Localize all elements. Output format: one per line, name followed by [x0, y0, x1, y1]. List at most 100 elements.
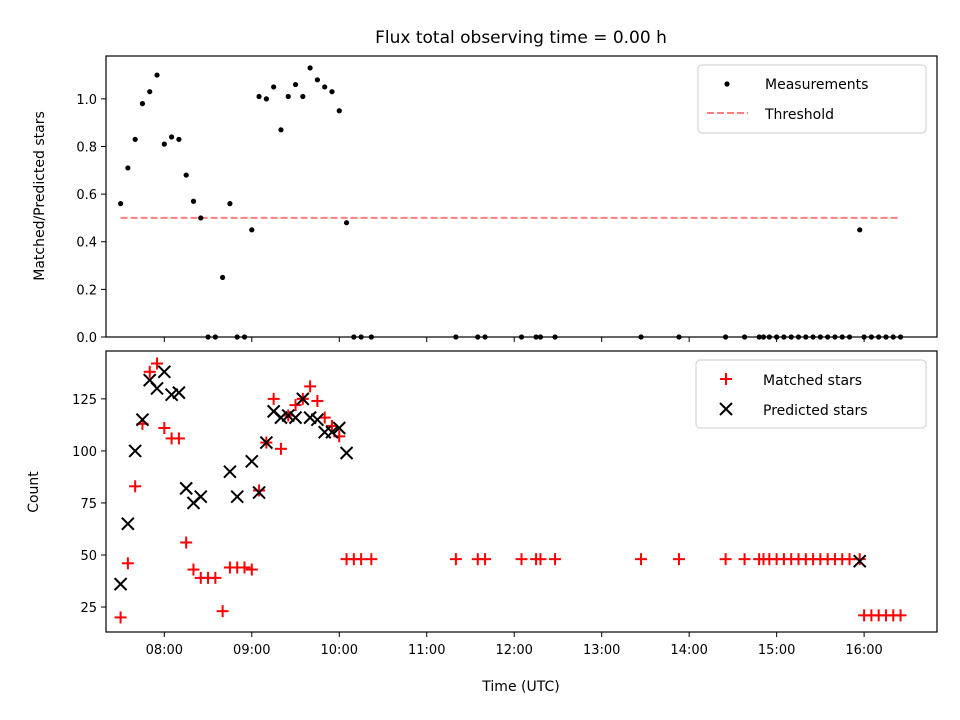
measurement-point	[307, 65, 313, 71]
predicted-star-point	[121, 517, 135, 531]
matched-star-point	[289, 399, 302, 412]
legend-measurements-marker	[724, 81, 730, 87]
bottom-plot-area	[113, 357, 907, 624]
measurement-point	[322, 84, 328, 90]
matched-star-point	[180, 536, 193, 549]
predicted-star-point	[325, 425, 339, 439]
matched-star-point	[274, 442, 287, 455]
matched-star-point	[216, 605, 229, 618]
bottom-y-tick-label: 25	[80, 601, 97, 616]
measurement-point	[314, 77, 320, 83]
top-axes-frame	[105, 55, 938, 338]
predicted-star-point	[157, 365, 172, 379]
matched-star-point	[672, 553, 685, 566]
top-plot-area	[117, 65, 904, 340]
measurement-point	[125, 165, 131, 171]
matched-star-point	[515, 553, 528, 566]
matched-star-point	[304, 380, 317, 393]
bottom-axes-frame	[105, 350, 938, 633]
predicted-star-point	[252, 485, 266, 500]
predicted-star-point	[128, 444, 142, 458]
predicted-star-point	[150, 381, 164, 396]
top-y-axis-label: Matched/Predicted stars	[32, 111, 48, 281]
matched-star-point	[449, 553, 462, 566]
predicted-star-point	[113, 577, 128, 591]
measurement-point	[336, 108, 342, 114]
matched-star-point	[894, 609, 907, 622]
predicted-star-point	[310, 412, 325, 427]
matched-star-point	[267, 392, 280, 405]
measurement-point	[169, 134, 175, 140]
predicted-star-point	[179, 481, 193, 496]
measurement-point	[227, 201, 233, 207]
bottom-y-tick-label: 100	[72, 445, 97, 460]
top-panel: 0.0 0.2 0.4 0.6 0.8 1.0 Matched/Predicted sta…	[32, 55, 938, 346]
matched-star-point	[843, 553, 856, 566]
matched-star-point	[738, 553, 751, 566]
top-y-tick-label: 0.0	[76, 331, 97, 346]
top-y-tick-label: 0.8	[76, 140, 97, 155]
matched-star-point	[853, 553, 866, 566]
measurement-point	[278, 127, 284, 133]
matched-star-point	[245, 563, 258, 576]
legend-predicted-label: Predicted stars	[763, 403, 868, 419]
predicted-star-point	[339, 446, 354, 460]
matched-star-point	[158, 422, 171, 435]
bottom-x-tick-label: 08:00	[146, 643, 183, 658]
legend-predicted-marker	[719, 402, 733, 416]
bottom-y-tick-label: 125	[72, 393, 97, 408]
matched-star-point	[635, 553, 648, 566]
matched-star-point	[209, 571, 222, 584]
matched-star-point	[121, 557, 134, 570]
measurement-point	[190, 198, 197, 204]
measurement-point	[161, 141, 167, 147]
top-y-tick-label: 1.0	[76, 93, 97, 108]
bottom-y-tick-label: 75	[80, 497, 97, 512]
measurement-point	[256, 93, 262, 100]
bottom-legend: Matched stars Predicted stars	[695, 359, 927, 429]
matched-star-point	[365, 553, 378, 566]
measurement-point	[329, 89, 335, 95]
measurement-point	[220, 274, 226, 281]
bottom-x-tick-label: 10:00	[321, 643, 358, 658]
bottom-x-tick-label: 16:00	[845, 643, 882, 658]
measurement-point	[300, 93, 306, 100]
predicted-star-point	[245, 454, 259, 469]
measurement-point	[139, 101, 146, 107]
measurement-point	[857, 227, 863, 233]
top-y-ticks: 0.0 0.2 0.4 0.6 0.8 1.0	[76, 93, 106, 346]
matched-star-point	[114, 611, 127, 624]
bottom-x-ticks: 08:00 09:00 10:00 11:00 12:00 13:00 14:00 15:00…	[146, 632, 883, 658]
predicted-star-point	[296, 392, 310, 406]
top-y-tick-label: 0.4	[76, 236, 97, 251]
bottom-x-tick-label: 13:00	[583, 643, 620, 658]
matched-star-point	[187, 563, 200, 576]
legend-matched-label: Matched stars	[763, 373, 862, 389]
measurement-point	[263, 96, 269, 102]
matched-star-point	[355, 553, 368, 566]
measurement-point	[292, 81, 299, 88]
measurement-point	[183, 172, 189, 178]
measurement-point	[198, 215, 204, 221]
matched-star-point	[311, 394, 324, 407]
bottom-y-ticks: 25 50 75 100 125	[72, 393, 106, 616]
top-y-tick-label: 0.6	[76, 188, 97, 203]
predicted-star-point	[194, 489, 208, 504]
legend-threshold-label: Threshold	[764, 107, 834, 123]
matched-star-point	[534, 553, 547, 566]
bottom-x-tick-label: 09:00	[233, 643, 270, 658]
predicted-star-point	[332, 421, 346, 435]
predicted-star-point	[135, 412, 150, 427]
measurement-point	[285, 93, 291, 100]
measurement-point	[271, 84, 277, 90]
x-axis-label: Time (UTC)	[481, 679, 559, 695]
predicted-star-point	[172, 385, 186, 400]
top-legend: Measurements Threshold	[697, 64, 927, 134]
matched-star-point	[238, 561, 251, 574]
bottom-x-tick-label: 15:00	[758, 643, 795, 658]
measurement-point	[132, 136, 138, 142]
measurement-point	[154, 72, 160, 78]
matched-star-point	[479, 553, 492, 566]
measurement-point	[249, 227, 255, 233]
